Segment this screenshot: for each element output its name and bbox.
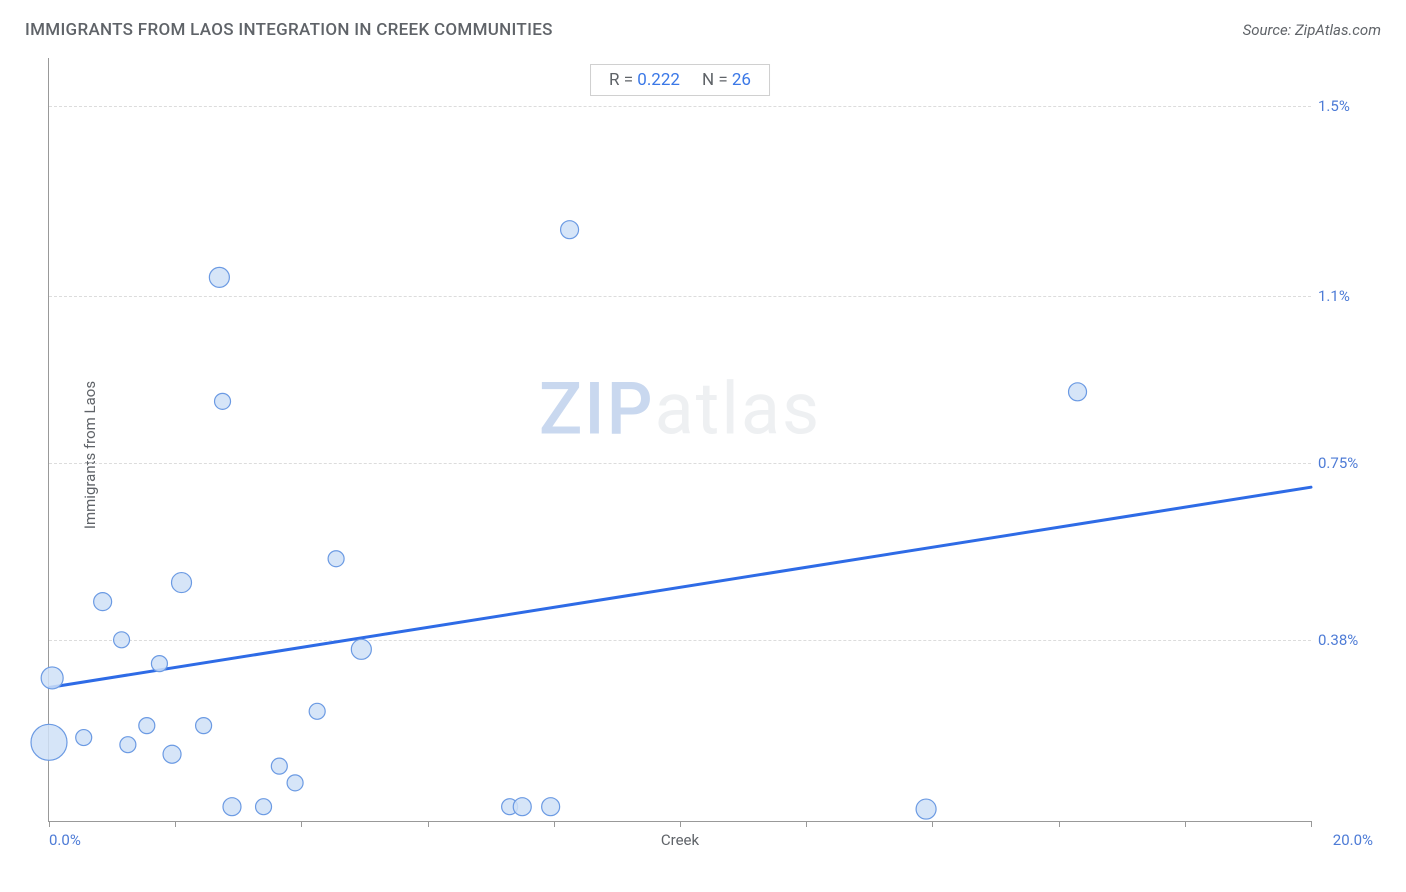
data-point <box>1069 383 1087 401</box>
y-tick-label: 1.5% <box>1318 97 1373 115</box>
data-point <box>151 656 167 672</box>
data-point <box>196 718 212 734</box>
y-tick-label: 0.75% <box>1318 454 1373 472</box>
x-tick <box>175 821 176 827</box>
n-value: 26 <box>732 70 751 90</box>
plot-area: ZIPatlas 0.38%0.75%1.1%1.5% R = 0.222 N … <box>48 58 1311 822</box>
x-tick <box>806 821 807 827</box>
data-point <box>120 737 136 753</box>
x-axis-min-label: 0.0% <box>49 831 81 849</box>
y-tick-label: 1.1% <box>1318 287 1373 305</box>
data-point <box>287 775 303 791</box>
scatter-points <box>31 221 1087 819</box>
x-tick <box>301 821 302 827</box>
data-point <box>328 551 344 567</box>
source-label: Source: ZipAtlas.com <box>1243 21 1381 39</box>
n-label: N = <box>702 70 728 90</box>
data-point <box>215 393 231 409</box>
n-stat: N = 26 <box>702 70 751 90</box>
r-label: R = <box>609 70 633 90</box>
chart-title: IMMIGRANTS FROM LAOS INTEGRATION IN CREE… <box>25 20 553 40</box>
data-point <box>223 798 241 816</box>
x-tick <box>1185 821 1186 827</box>
trend-line <box>49 487 1311 687</box>
data-point <box>139 718 155 734</box>
x-axis-max-label: 20.0% <box>1333 831 1373 849</box>
data-point <box>209 267 229 287</box>
scatter-svg <box>49 58 1311 821</box>
data-point <box>916 799 936 819</box>
x-tick <box>428 821 429 827</box>
data-point <box>542 798 560 816</box>
x-axis-title: Creek <box>661 831 699 849</box>
data-point <box>351 639 371 659</box>
x-tick <box>49 821 50 827</box>
data-point <box>114 632 130 648</box>
data-point <box>172 573 192 593</box>
data-point <box>31 724 67 760</box>
stats-legend: R = 0.222 N = 26 <box>590 64 770 96</box>
data-point <box>256 799 272 815</box>
x-tick <box>1311 821 1312 827</box>
data-point <box>41 667 63 689</box>
data-point <box>309 703 325 719</box>
data-point <box>94 593 112 611</box>
r-stat: R = 0.222 <box>609 70 680 90</box>
x-tick <box>932 821 933 827</box>
chart-container: Immigrants from Laos ZIPatlas 0.38%0.75%… <box>48 58 1381 852</box>
data-point <box>163 745 181 763</box>
data-point <box>513 798 531 816</box>
x-tick <box>1059 821 1060 827</box>
data-point <box>76 730 92 746</box>
data-point <box>561 221 579 239</box>
r-value: 0.222 <box>637 70 680 90</box>
data-point <box>271 758 287 774</box>
x-tick <box>554 821 555 827</box>
x-tick <box>680 821 681 827</box>
y-tick-label: 0.38% <box>1318 631 1373 649</box>
